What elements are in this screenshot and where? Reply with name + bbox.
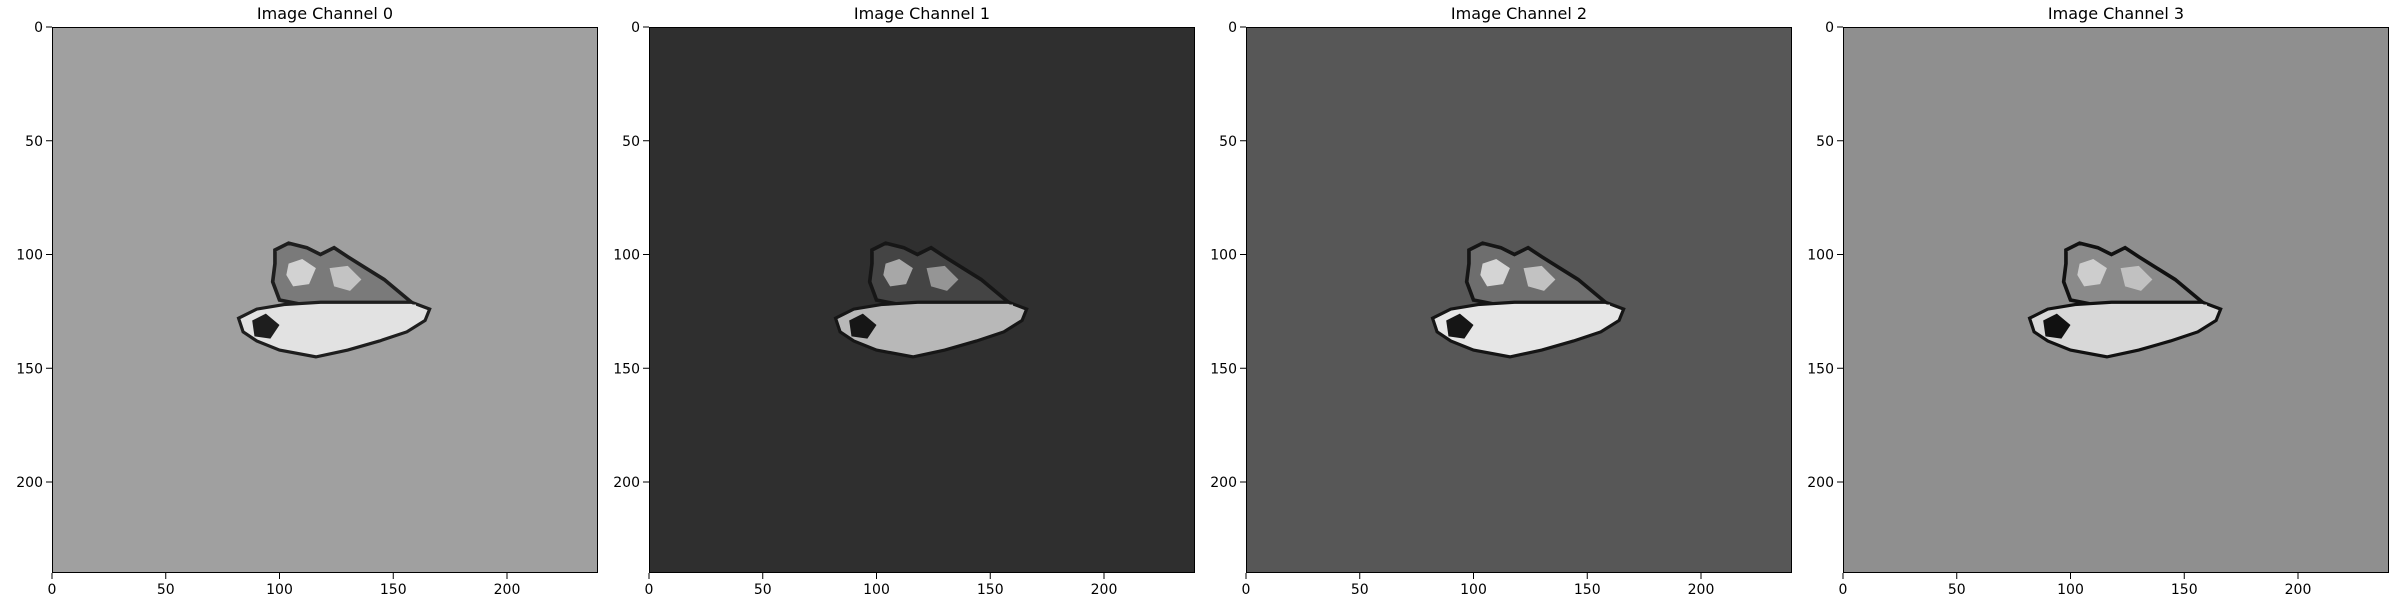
- tissue-dark-band: [2043, 313, 2071, 339]
- y-tick-label: 100: [16, 248, 43, 264]
- x-tick-label: 100: [1460, 582, 1487, 598]
- y-tick-label: 200: [16, 475, 43, 491]
- tissue-bright-patch: [926, 265, 959, 291]
- tissue-bright-patch: [286, 259, 316, 287]
- x-tick-label: 150: [1574, 582, 1601, 598]
- x-tick-label: 150: [2171, 582, 2198, 598]
- y-tick-label: 0: [34, 20, 43, 36]
- axes-frame: [649, 27, 1195, 573]
- x-tick-label: 50: [754, 582, 772, 598]
- tissue-lower-lobe: [833, 300, 1029, 359]
- tissue-dark-band: [849, 313, 877, 339]
- x-tick-label: 0: [645, 582, 654, 598]
- y-tick-label: 50: [622, 134, 640, 150]
- x-tick-label: 200: [1688, 582, 1715, 598]
- x-tick-label: 0: [1839, 582, 1848, 598]
- tissue-region: [2027, 241, 2223, 359]
- tissue-region: [236, 241, 432, 359]
- panel-title: Image Channel 3: [2048, 4, 2184, 23]
- tissue-lower-lobe: [236, 300, 432, 359]
- panel-3: Image Channel 3 0 50 100 150 200 0 50 100 150 200: [1807, 4, 2389, 598]
- y-tick-label: 100: [1210, 248, 1237, 264]
- tissue-seam: [2070, 304, 2207, 316]
- panel-title: Image Channel 1: [854, 4, 990, 23]
- tissue-bright-patch: [2077, 259, 2107, 287]
- y-tick-label: 0: [1825, 20, 1834, 36]
- y-tick-label: 200: [1807, 475, 1834, 491]
- y-tick-label: 100: [1807, 248, 1834, 264]
- x-tick-label: 200: [2285, 582, 2312, 598]
- y-tick-label: 150: [16, 361, 43, 377]
- x-tick-label: 200: [1091, 582, 1118, 598]
- tissue-dark-band: [1446, 313, 1474, 339]
- y-tick-label: 50: [1816, 134, 1834, 150]
- tissue-lower-lobe: [2027, 300, 2223, 359]
- y-tick-label: 150: [1210, 361, 1237, 377]
- tissue-bright-patch: [2120, 265, 2153, 291]
- y-tick-label: 200: [1210, 475, 1237, 491]
- x-tick-label: 150: [380, 582, 407, 598]
- x-tick-label: 100: [863, 582, 890, 598]
- x-tick-label: 0: [48, 582, 57, 598]
- x-tick-label: 0: [1242, 582, 1251, 598]
- y-tick-label: 0: [1228, 20, 1237, 36]
- y-tick-label: 50: [25, 134, 43, 150]
- tissue-dark-band: [252, 313, 280, 339]
- axes-frame: [52, 27, 598, 573]
- panel-2: Image Channel 2 0 50 100 150 200 0 50 100 150 200: [1210, 4, 1792, 598]
- tissue-lower-lobe: [1430, 300, 1626, 359]
- x-tick-label: 50: [157, 582, 175, 598]
- y-tick-label: 150: [613, 361, 640, 377]
- axes-frame: [1843, 27, 2389, 573]
- panel-title: Image Channel 2: [1451, 4, 1587, 23]
- y-tick-label: 150: [1807, 361, 1834, 377]
- x-tick-label: 150: [977, 582, 1004, 598]
- tissue-bright-patch: [1523, 265, 1556, 291]
- y-tick-label: 100: [613, 248, 640, 264]
- panel-1: Image Channel 1 0 50 100 150 200 0 50 100 150 200: [613, 4, 1195, 598]
- x-tick-label: 50: [1351, 582, 1369, 598]
- tissue-region: [1430, 241, 1626, 359]
- tissue-bright-patch: [883, 259, 913, 287]
- panel-title: Image Channel 0: [257, 4, 393, 23]
- tissue-seam: [1473, 304, 1610, 316]
- y-tick-label: 0: [631, 20, 640, 36]
- tissue-seam: [876, 304, 1013, 316]
- x-tick-label: 100: [2057, 582, 2084, 598]
- tissue-bright-patch: [329, 265, 362, 291]
- x-tick-label: 100: [266, 582, 293, 598]
- x-tick-label: 50: [1948, 582, 1966, 598]
- x-tick-label: 200: [494, 582, 521, 598]
- tissue-region: [833, 241, 1029, 359]
- axes-frame: [1246, 27, 1792, 573]
- tissue-seam: [279, 304, 416, 316]
- panel-0: Image Channel 0 0 50 100 150 200 0 50 100 150 200: [16, 4, 598, 598]
- tissue-bright-patch: [1480, 259, 1510, 287]
- y-tick-label: 50: [1219, 134, 1237, 150]
- y-tick-label: 200: [613, 475, 640, 491]
